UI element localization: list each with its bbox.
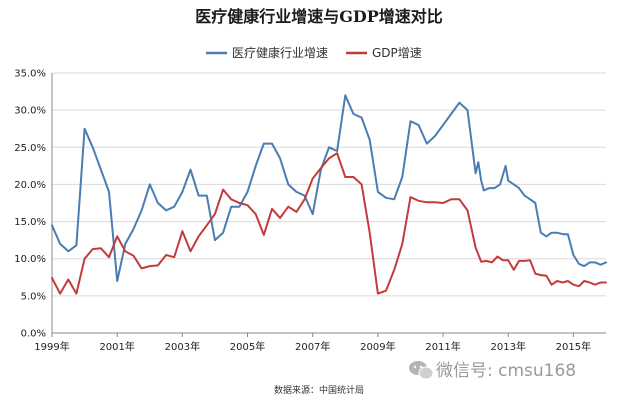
x-tick-label: 2013年 xyxy=(491,340,526,353)
y-tick-label: 0.0% xyxy=(21,329,46,340)
x-tick-label: 2015年 xyxy=(556,340,591,353)
legend-label-gdp: GDP增速 xyxy=(372,46,422,60)
source-note: 数据来源：中国统计局 xyxy=(274,384,364,396)
y-tick-label: 30.0% xyxy=(14,106,46,117)
wechat-icon xyxy=(409,361,434,380)
watermark-text: 微信号: cmsu168 xyxy=(436,361,576,381)
watermark: 微信号: cmsu168 xyxy=(409,361,576,381)
y-tick-label: 15.0% xyxy=(14,217,46,228)
plot-area: 0.0% 5.0% 10.0% 15.0% 20.0% 25.0% 30.0% 35.0% 19… xyxy=(14,69,607,353)
y-tick-label: 20.0% xyxy=(14,180,46,191)
legend: 医疗健康行业增速 GDP增速 xyxy=(206,45,422,60)
x-tick-label: 2009年 xyxy=(360,340,395,353)
legend-label-health: 医疗健康行业增速 xyxy=(232,45,328,60)
x-tick-label: 2011年 xyxy=(425,340,460,353)
x-tick-label: 1999年 xyxy=(34,340,69,353)
y-tick-label: 10.0% xyxy=(14,254,46,265)
x-tick-label: 2001年 xyxy=(99,340,134,353)
series-line-health xyxy=(51,94,607,282)
y-tick-label: 5.0% xyxy=(21,291,46,302)
x-tick-label: 2007年 xyxy=(295,340,330,353)
y-tick-label: 25.0% xyxy=(14,143,46,154)
chart-title: 医疗健康行业增速与GDP增速对比 xyxy=(195,7,443,26)
series-line-gdp xyxy=(51,152,607,295)
y-tick-label: 35.0% xyxy=(14,69,46,80)
x-tick-label: 2005年 xyxy=(230,340,265,353)
x-tick-label: 2003年 xyxy=(165,340,200,353)
